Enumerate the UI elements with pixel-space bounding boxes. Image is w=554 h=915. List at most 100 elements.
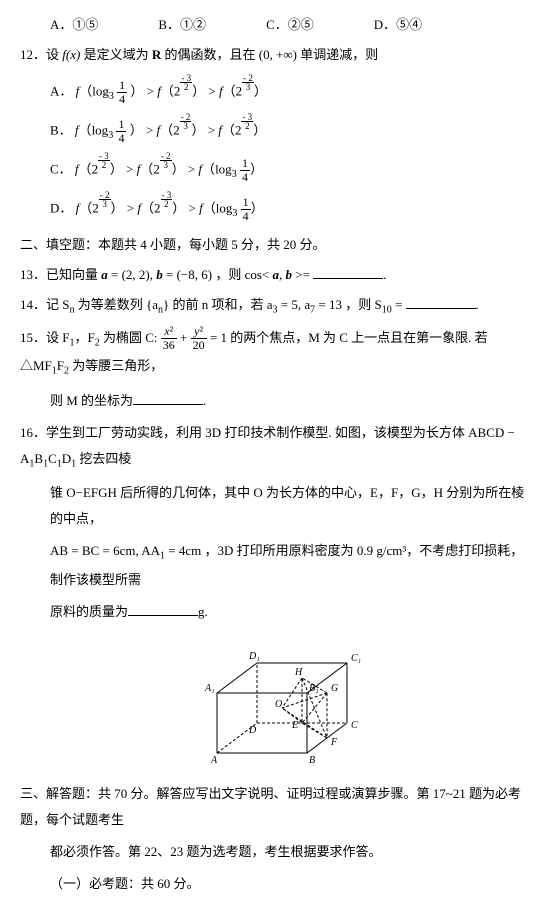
q12-int: (0, +∞) (259, 47, 297, 62)
sec3-b: 都必须作答。第 22、23 题为选考题，考生根据要求作答。 (50, 839, 534, 865)
q15-e: F (57, 358, 64, 373)
q16: 16．学生到工厂劳动实践，利用 3D 打印技术制作模型. 如图，该模型为长方体 … (20, 420, 534, 625)
q13-e: = (−8, 6) ，则 cos< (163, 267, 273, 282)
q16-i: 原料的质量为 (50, 604, 128, 619)
q12-stem-c: 的偶函数，且在 (164, 47, 258, 62)
q14-a: 14．记 S (20, 297, 69, 312)
q12-opt-B: B． f（log3 14 ） > f（2- 23） > f（2- 32） (50, 113, 534, 146)
q12-R: R (152, 47, 161, 62)
fig-B1: B₁ (309, 683, 319, 694)
gt: > (143, 83, 157, 98)
sec3-c: （一）必考题：共 60 分。 (50, 871, 534, 897)
lp: （ (161, 83, 174, 98)
fig-A1: A₁ (204, 683, 215, 694)
q13-a: 13．已知向量 (20, 267, 101, 282)
q15-h: . (203, 393, 206, 408)
lp: （ (79, 122, 92, 137)
fig-F: F (330, 737, 338, 748)
lp: （ (79, 83, 92, 98)
q13-i: >= (292, 267, 313, 282)
lp: （ (223, 83, 236, 98)
q15-g: 则 M 的坐标为 (50, 393, 133, 408)
blank (406, 295, 476, 309)
q15-b: ，F (74, 330, 94, 345)
q16-c: C (48, 451, 57, 466)
fig-D: D (248, 725, 257, 736)
blank (128, 602, 198, 616)
gt: > (204, 122, 218, 137)
q16-j: g. (198, 604, 208, 619)
gt: > (124, 200, 138, 215)
q12-stem-d: 单调递减，则 (300, 47, 378, 62)
label-D: D． (50, 200, 72, 215)
q16-b: B (34, 451, 43, 466)
opt-d: D．⑤④ (374, 12, 422, 38)
q14-c: } 的前 n 项和，若 a (163, 297, 273, 312)
q14-e: = 13 ，则 S (315, 297, 382, 312)
lp: （ (141, 200, 154, 215)
label-B: B． (50, 122, 72, 137)
q14: 14．记 Sn 为等差数列 {an} 的前 n 项和，若 a3 = 5, a7 … (20, 292, 534, 321)
q14-g: . (476, 297, 479, 312)
lp: （ (79, 161, 92, 176)
opt-a: A．①⑤ (50, 12, 98, 38)
gt: > (143, 122, 157, 137)
log: log (215, 161, 232, 176)
lp: （ (222, 122, 235, 137)
q12-fx: f(x) (62, 47, 80, 62)
fig-D1: D₁ (248, 651, 260, 662)
log: log (216, 200, 233, 215)
q16-l3: AB = BC = 6cm, AA1 = 4cm ，3D 打印所用原料密度为 0… (50, 538, 534, 593)
gt: > (185, 200, 199, 215)
rp: ） (111, 200, 124, 215)
rp: ） (130, 83, 143, 98)
q13-j: . (383, 267, 386, 282)
q12: 12．设 f(x) 是定义域为 R 的偶函数，且在 (0, +∞) 单调递减，则 (20, 42, 534, 68)
q15-f: 为等腰三角形， (69, 358, 163, 373)
opt-c: C．②⑤ (266, 12, 314, 38)
fig-E: E (291, 720, 298, 731)
q14-f: = (392, 297, 406, 312)
blank (313, 265, 383, 279)
q12-opt-D: D． f（2- 23） > f（2- 32） > f（log3 14） (50, 191, 534, 224)
fig-G: G (331, 683, 338, 694)
lp: （ (79, 200, 92, 215)
fig-C1: C₁ (351, 653, 361, 664)
q14-b: 为等差数列 {a (74, 297, 158, 312)
q12-opt-C: C． f（2- 32） > f（2- 23） > f（log3 14） (50, 152, 534, 185)
gt: > (205, 83, 219, 98)
q12-stem-b: 是定义域为 (84, 47, 152, 62)
q14-d: = 5, a (278, 297, 311, 312)
q16-l4: 原料的质量为 g. (50, 599, 534, 625)
q15-c: 为椭圆 C: (100, 330, 161, 345)
rp: ） (191, 122, 204, 137)
fig-B: B (309, 755, 315, 766)
q16-e: 挖去四棱 (76, 451, 131, 466)
gt: > (185, 161, 199, 176)
opt-b: B．①② (158, 12, 206, 38)
lp: （ (140, 161, 153, 176)
fig-H: H (294, 667, 303, 678)
q12-opt-A: A． f（log3 14 ） > f（2- 32） > f（2- 23） (50, 74, 534, 107)
lp: （ (202, 161, 215, 176)
rp: ） (253, 122, 266, 137)
gt: > (123, 161, 137, 176)
label-A: A． (50, 83, 72, 98)
q16-l2: 锥 O−EFGH 后所得的几何体，其中 O 为长方体的中心，E，F，G，H 分别… (50, 480, 534, 532)
q15: 15．设 F1，F2 为椭圆 C: x²36 + y²20 = 1 的两个焦点，… (20, 325, 534, 414)
rp: ） (251, 200, 264, 215)
rp: ） (254, 83, 267, 98)
rp: ） (250, 161, 263, 176)
label-C: C． (50, 161, 72, 176)
rp: ） (172, 200, 185, 215)
rp: ） (172, 161, 185, 176)
q16-figure: A B C D A₁ B₁ C₁ D₁ H G F E O (20, 633, 534, 773)
q16-d: D (62, 451, 71, 466)
rp: ） (192, 83, 205, 98)
rp: ） (110, 161, 123, 176)
rp: ） (130, 122, 143, 137)
q13: 13．已知向量 a = (2, 2), b = (−8, 6) ，则 cos< … (20, 262, 534, 288)
log: log (92, 122, 109, 137)
section-2-header: 二、填空题：本题共 4 小题，每小题 5 分，共 20 分。 (20, 232, 534, 258)
q15-a: 15．设 F (20, 330, 69, 345)
